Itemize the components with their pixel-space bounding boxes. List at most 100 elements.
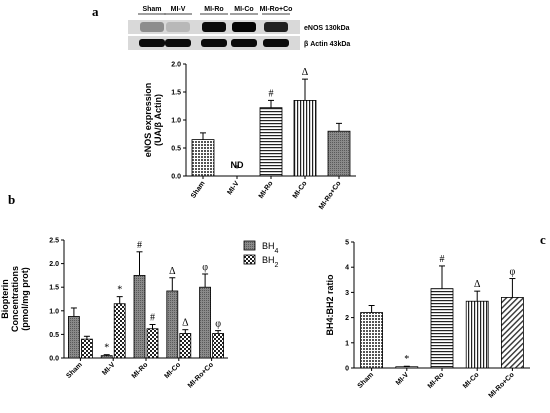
legend-label-sub: 4 <box>275 248 279 255</box>
blot-enos-band <box>232 22 256 32</box>
significance-mark: * <box>404 354 409 365</box>
x-tick-label: MI-Ro+Co <box>318 180 343 211</box>
y-axis-label-line: (pmol/mg prot) <box>20 267 30 331</box>
blot-lane-label: Sham <box>142 6 161 13</box>
bar <box>166 290 179 359</box>
x-tick-label: MI-Co <box>292 180 309 200</box>
bar <box>465 300 489 369</box>
y-tick-label: 0 <box>345 366 349 373</box>
blot-actin-band <box>231 39 257 47</box>
bar <box>113 303 126 359</box>
y-axis-label: eNOS expression(UA/β Actin) <box>143 83 163 158</box>
x-tick-label: MI-V <box>395 371 411 387</box>
blot-enos-band <box>202 22 226 32</box>
blot-lane-label: MI-Ro <box>204 6 223 13</box>
blot-lane-label: MI-Co <box>234 6 253 13</box>
y-tick-label: 0.5 <box>171 146 181 153</box>
y-tick-label: 2.5 <box>49 238 59 245</box>
x-tick-label: Sham <box>65 361 83 379</box>
significance-mark: * <box>117 285 122 296</box>
bar <box>259 107 283 177</box>
y-tick-label: 2.0 <box>49 261 59 268</box>
bar <box>500 297 524 369</box>
y-tick-label: 4 <box>345 265 349 272</box>
chart-a: 0.0 0.5 1.0 1.5 2.0 eNOS expression(UA/β Acti… <box>143 62 356 211</box>
panel-a-label: a <box>92 4 99 19</box>
blot-actin-band <box>263 39 289 47</box>
y-axis-label: BH4:BH2 ratio <box>325 274 335 336</box>
significance-mark: Δ <box>474 279 481 290</box>
bar <box>133 274 146 359</box>
blot-enos-band <box>264 22 288 32</box>
bar <box>191 139 215 177</box>
blot-actin-band <box>201 39 227 47</box>
significance-mark: * <box>104 343 109 354</box>
bar <box>395 366 419 369</box>
bar <box>327 130 351 177</box>
bar <box>68 316 80 359</box>
x-tick-label: MI-Ro <box>258 180 275 200</box>
bar <box>360 312 384 369</box>
x-tick-label: MI-Co <box>462 371 481 390</box>
chart-b: 0.0 0.5 1.0 1.5 2.0 2.5 BiopterinConcentration… <box>0 238 279 390</box>
panel-b-label: b <box>8 192 15 207</box>
legend-label-sub: 2 <box>275 262 279 269</box>
x-tick-label: MI-Ro+Co <box>187 361 215 389</box>
y-tick-label: 1.0 <box>171 118 181 125</box>
x-tick-label: MI-V <box>101 361 117 377</box>
significance-mark: # <box>137 240 142 251</box>
blot-actin-band <box>165 39 191 47</box>
blot-enos-band <box>140 22 164 32</box>
y-tick-label: 2 <box>345 315 349 322</box>
significance-mark: * <box>235 164 240 175</box>
x-tick-label: MI-Ro <box>427 371 446 390</box>
panel-c-label: c <box>540 232 546 247</box>
x-tick-label: MI-Ro+Co <box>488 371 516 399</box>
y-axis-label: BiopterinConcentrations(pmol/mg prot) <box>0 266 30 332</box>
chart-c: 0 1 2 3 4 5 BH4:BH2 ratio Sham MI-V MI-Ro MI-Co MI-… <box>325 240 530 400</box>
x-tick-label: Sham <box>357 371 375 389</box>
legend-label-base: BH <box>262 241 275 251</box>
legend-label: BH4 <box>262 241 279 255</box>
not-detected-label: ND <box>231 160 244 170</box>
y-axis-label-line: (UA/β Actin) <box>153 94 163 146</box>
bar <box>100 355 113 359</box>
bar <box>199 286 212 359</box>
y-tick-label: 0.0 <box>171 174 181 181</box>
blot-actin-band <box>139 39 165 47</box>
significance-mark: # <box>440 254 445 265</box>
legend-label: BH2 <box>262 255 279 269</box>
bar <box>212 333 225 359</box>
y-axis-label-line: BH4:BH2 ratio <box>325 274 335 336</box>
y-tick-label: 2.0 <box>171 62 181 69</box>
y-tick-label: 1.5 <box>171 90 181 97</box>
significance-mark: Δ <box>302 67 309 78</box>
y-tick-label: 1.5 <box>49 285 59 292</box>
blot-lane-label: MI-V <box>171 6 186 13</box>
significance-mark: φ <box>510 267 516 278</box>
bar <box>146 328 159 359</box>
bar <box>179 333 192 359</box>
y-tick-label: 0.5 <box>49 332 59 339</box>
significance-mark: φ <box>215 319 221 330</box>
y-axis-label-line: eNOS expression <box>143 83 153 158</box>
y-tick-label: 1 <box>345 340 349 347</box>
y-tick-label: 0.0 <box>49 356 59 363</box>
y-tick-label: 5 <box>345 240 349 247</box>
y-axis-label-line: Biopterin <box>0 279 10 319</box>
significance-mark: Δ <box>169 266 176 277</box>
significance-mark: φ <box>202 262 208 273</box>
legend-label-base: BH <box>262 255 275 265</box>
x-tick-label: MI-Co <box>164 361 183 380</box>
significance-mark: Δ <box>182 318 189 329</box>
legend-swatch <box>243 240 256 251</box>
y-tick-label: 3 <box>345 290 349 297</box>
bar <box>430 288 454 369</box>
x-tick-label: MI-Ro <box>131 361 150 380</box>
bar <box>293 100 317 177</box>
x-tick-label: Sham <box>190 180 207 200</box>
significance-mark: # <box>269 88 274 99</box>
x-tick-label: MI-V <box>226 180 240 196</box>
y-axis-label-line: Concentrations <box>10 266 20 332</box>
